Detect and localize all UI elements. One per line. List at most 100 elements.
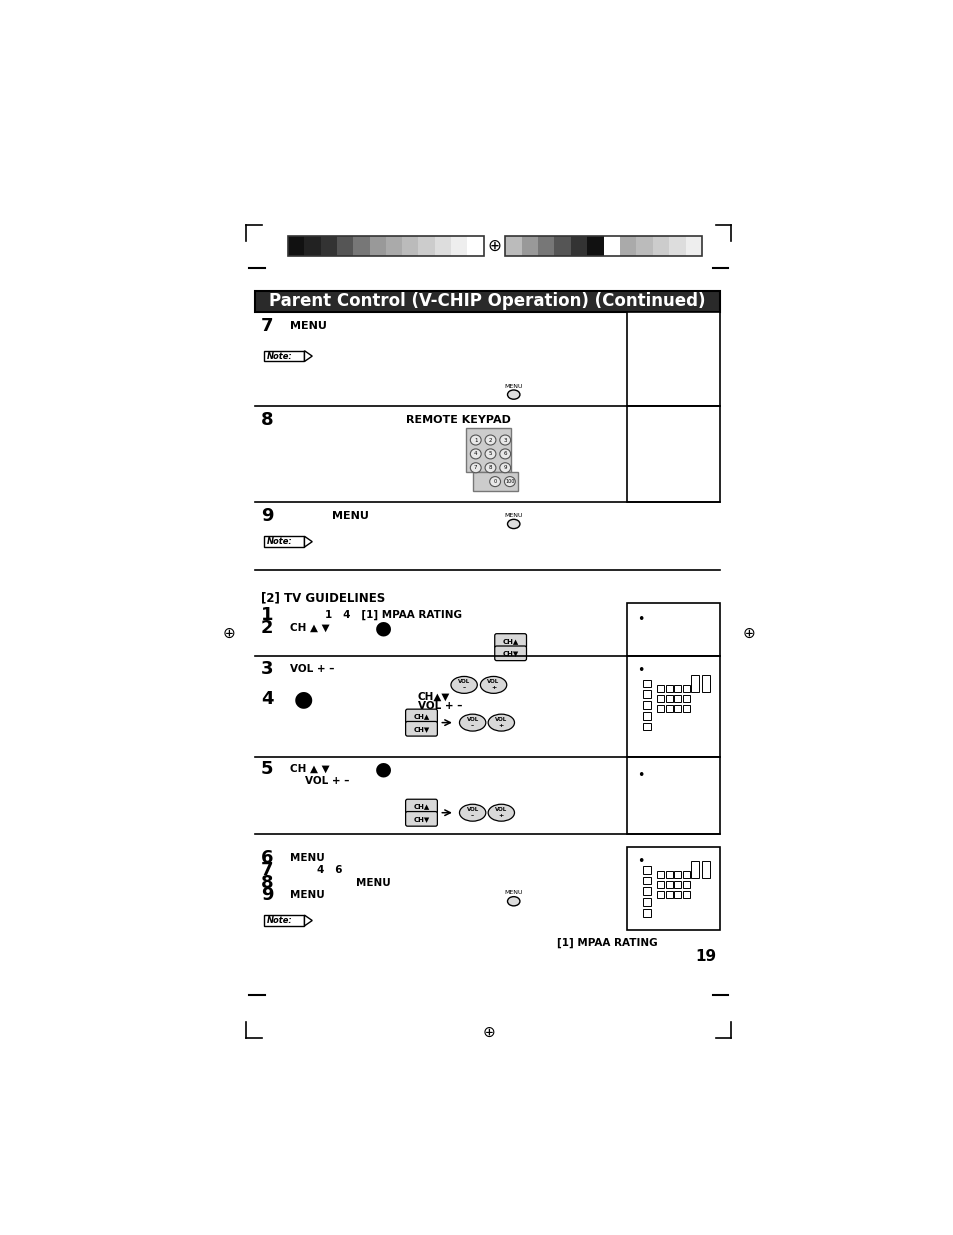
- Bar: [418, 236, 435, 256]
- Polygon shape: [304, 915, 312, 926]
- Text: MENU: MENU: [290, 890, 324, 900]
- Text: VOL: VOL: [495, 808, 507, 813]
- Ellipse shape: [484, 448, 496, 459]
- Bar: [385, 236, 402, 256]
- Text: 9: 9: [503, 466, 506, 471]
- Bar: [642, 866, 650, 873]
- Text: ⊕: ⊕: [223, 626, 235, 641]
- Text: VOL: VOL: [457, 679, 470, 684]
- Bar: [669, 236, 685, 256]
- Bar: [626, 757, 720, 834]
- Text: 8: 8: [261, 411, 274, 429]
- Bar: [674, 705, 680, 711]
- FancyBboxPatch shape: [405, 721, 436, 736]
- Text: MENU: MENU: [504, 513, 522, 517]
- Text: 4   6: 4 6: [316, 866, 342, 876]
- Text: CH▼: CH▼: [413, 816, 429, 821]
- Ellipse shape: [451, 677, 476, 693]
- Text: VOL: VOL: [466, 808, 478, 813]
- Bar: [682, 892, 689, 898]
- Text: VOL + –: VOL + –: [417, 701, 461, 711]
- Bar: [642, 877, 650, 884]
- Bar: [587, 236, 603, 256]
- Text: 1: 1: [261, 606, 274, 624]
- Bar: [320, 236, 336, 256]
- Bar: [288, 236, 483, 256]
- Text: VOL + –: VOL + –: [305, 776, 349, 787]
- Bar: [665, 695, 672, 701]
- Text: 100: 100: [505, 479, 514, 484]
- Bar: [288, 236, 304, 256]
- Text: MENU: MENU: [290, 853, 324, 863]
- Text: VOL: VOL: [495, 718, 507, 722]
- Text: [2] TV GUIDELINES: [2] TV GUIDELINES: [261, 592, 385, 604]
- Bar: [467, 236, 483, 256]
- Bar: [691, 861, 699, 878]
- Ellipse shape: [459, 714, 485, 731]
- Bar: [665, 685, 672, 692]
- Text: 3: 3: [261, 659, 274, 678]
- Text: 3: 3: [503, 437, 506, 442]
- Bar: [657, 705, 663, 711]
- Text: CH▼: CH▼: [413, 726, 429, 732]
- Text: 5: 5: [488, 451, 492, 457]
- Bar: [626, 406, 720, 503]
- Text: CH▲▼: CH▲▼: [417, 692, 450, 701]
- Text: Note:: Note:: [267, 537, 293, 546]
- Bar: [682, 695, 689, 701]
- Bar: [521, 236, 537, 256]
- Ellipse shape: [459, 804, 485, 821]
- Bar: [451, 236, 467, 256]
- Bar: [685, 236, 701, 256]
- Ellipse shape: [507, 520, 519, 529]
- Text: ⊕: ⊕: [741, 626, 754, 641]
- Bar: [619, 236, 636, 256]
- Text: CH▲: CH▲: [413, 714, 429, 720]
- Text: 9: 9: [261, 885, 274, 904]
- FancyBboxPatch shape: [405, 799, 436, 814]
- Ellipse shape: [484, 463, 496, 473]
- Text: Note:: Note:: [267, 916, 293, 925]
- FancyBboxPatch shape: [495, 646, 526, 661]
- Bar: [642, 701, 650, 709]
- Bar: [665, 892, 672, 898]
- Bar: [466, 427, 511, 472]
- Text: 4: 4: [261, 690, 274, 708]
- Bar: [402, 236, 418, 256]
- Bar: [570, 236, 587, 256]
- Ellipse shape: [507, 390, 519, 399]
- Bar: [682, 685, 689, 692]
- Bar: [682, 871, 689, 878]
- Polygon shape: [304, 536, 312, 547]
- Bar: [642, 898, 650, 906]
- Bar: [657, 892, 663, 898]
- Bar: [642, 690, 650, 698]
- Bar: [537, 236, 554, 256]
- Bar: [674, 882, 680, 888]
- Text: ⊕: ⊕: [487, 237, 500, 254]
- Bar: [642, 722, 650, 730]
- Text: MENU: MENU: [332, 511, 369, 521]
- Text: 8: 8: [488, 466, 492, 471]
- Text: 19: 19: [694, 950, 716, 965]
- Text: •: •: [637, 855, 643, 868]
- Text: REMOTE KEYPAD: REMOTE KEYPAD: [406, 415, 511, 425]
- Text: –: –: [471, 724, 474, 729]
- Text: 7: 7: [261, 317, 274, 335]
- FancyBboxPatch shape: [405, 709, 436, 724]
- Text: 0: 0: [493, 479, 497, 484]
- Ellipse shape: [507, 897, 519, 906]
- Bar: [435, 236, 451, 256]
- Bar: [657, 695, 663, 701]
- Bar: [674, 871, 680, 878]
- Bar: [701, 674, 709, 692]
- Ellipse shape: [489, 477, 500, 487]
- Text: VOL + –: VOL + –: [290, 663, 334, 674]
- Bar: [642, 679, 650, 687]
- FancyBboxPatch shape: [495, 634, 526, 648]
- Ellipse shape: [484, 435, 496, 445]
- Bar: [369, 236, 385, 256]
- Bar: [682, 882, 689, 888]
- Text: 2: 2: [488, 437, 492, 442]
- Text: 2: 2: [261, 619, 274, 637]
